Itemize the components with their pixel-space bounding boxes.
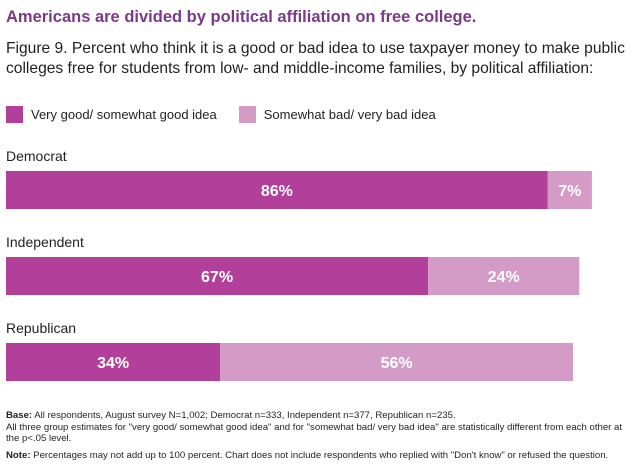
stacked-bar-chart: Democrat 86% 7% Independent 67% 24% Republican… xyxy=(6,148,592,381)
chart-subtitle: Figure 9. Percent who think it is a good… xyxy=(6,40,625,77)
significance-note: All three group estimates for "very good… xyxy=(6,421,623,445)
bar-value-label-republican-bad: 56% xyxy=(381,355,413,372)
bar-democrat-bad xyxy=(547,171,592,209)
chart-headline: Americans are divided by political affil… xyxy=(6,8,477,26)
legend-label-good: Very good/ somewhat good idea xyxy=(31,106,217,122)
legend-swatch-bad xyxy=(238,105,256,123)
chart-legend: Very good/ somewhat good idea Somewhat b… xyxy=(6,104,458,124)
bar-value-label-republican-good: 34% xyxy=(97,355,129,372)
legend-item-good: Very good/ somewhat good idea xyxy=(6,105,217,123)
bar-value-label-democrat-good: 86% xyxy=(261,183,293,200)
base-note-text: All respondents, August survey N=1,002; … xyxy=(32,410,456,421)
bar-value-label-independent-bad: 24% xyxy=(488,269,520,286)
percentages-note-label: Note: xyxy=(6,449,31,461)
percentages-note: Note: Percentages may not add up to 100 … xyxy=(6,450,634,462)
bar-value-label-democrat-bad: 7% xyxy=(558,183,581,200)
base-note-label: Base: xyxy=(6,410,33,421)
legend-swatch-good xyxy=(6,105,23,123)
bar-independent-good xyxy=(6,257,429,295)
bar-democrat-good xyxy=(6,171,548,209)
chart-notes: Base: All respondents, August survey N=1… xyxy=(6,410,634,461)
category-label-republican: Republican xyxy=(6,320,76,336)
percentages-note-text: Percentages may not add up to 100 percen… xyxy=(30,449,609,461)
legend-item-bad: Somewhat bad/ very bad idea xyxy=(238,105,436,123)
bar-independent-bad xyxy=(428,257,580,295)
bar-republican-good xyxy=(6,343,221,381)
bar-value-label-independent-good: 67% xyxy=(201,269,233,286)
legend-label-bad: Somewhat bad/ very bad idea xyxy=(263,106,436,122)
category-label-democrat: Democrat xyxy=(6,148,67,164)
base-note: Base: All respondents, August survey N=1… xyxy=(6,410,634,422)
category-label-independent: Independent xyxy=(6,234,84,250)
bar-republican-bad xyxy=(220,343,573,381)
